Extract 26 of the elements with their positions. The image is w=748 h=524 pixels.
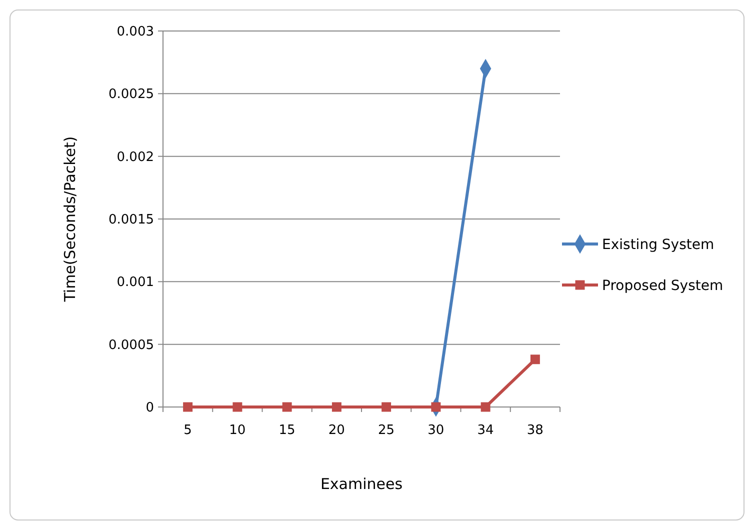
y-tick-label: 0.0015	[108, 212, 154, 228]
x-tick-label: 5	[184, 423, 192, 438]
point	[183, 402, 193, 412]
point	[282, 402, 292, 412]
point	[232, 402, 242, 412]
point	[530, 354, 540, 364]
legend-label: Proposed System	[602, 278, 724, 294]
x-tick-label: 10	[229, 423, 246, 438]
y-tick-label: 0.0025	[108, 87, 154, 102]
point	[382, 402, 392, 412]
x-tick-label: 15	[278, 423, 296, 438]
x-tick-label: 20	[328, 423, 345, 438]
y-tick-label: 0.003	[116, 24, 154, 40]
legend-label: Existing System	[602, 236, 714, 253]
point	[480, 402, 490, 412]
y-axis-title: Time(Seconds/Packet)	[61, 136, 79, 303]
x-axis-title: Examinees	[320, 475, 403, 493]
y-tick-label: 0.002	[116, 150, 154, 165]
x-tick-label: 30	[428, 423, 444, 438]
x-tick-label: 38	[526, 423, 544, 438]
x-tick-label: 25	[378, 423, 395, 438]
x-tick-label: 34	[477, 423, 494, 438]
y-tick-label: 0	[146, 400, 154, 416]
point	[332, 402, 342, 412]
y-tick-label: 0.0005	[108, 338, 154, 353]
y-tick-label: 0.001	[116, 275, 154, 290]
